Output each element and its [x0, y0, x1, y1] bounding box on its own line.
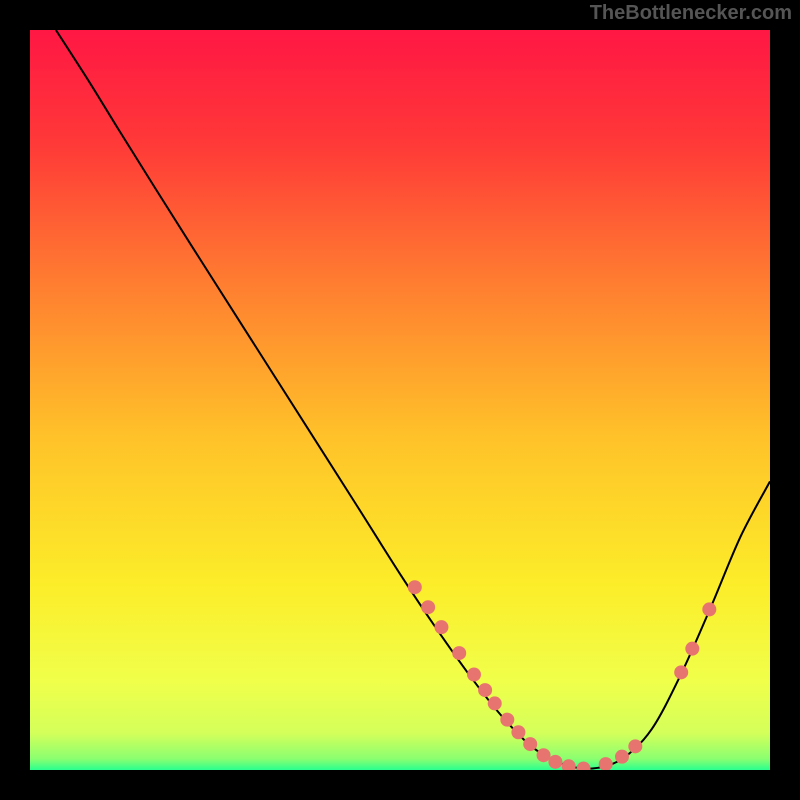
data-marker [548, 755, 562, 769]
data-marker [523, 737, 537, 751]
data-marker [599, 757, 613, 770]
data-marker [511, 725, 525, 739]
plot-area [30, 30, 770, 770]
data-marker [562, 759, 576, 770]
data-marker [467, 668, 481, 682]
data-marker [434, 620, 448, 634]
data-marker [674, 665, 688, 679]
data-marker [537, 748, 551, 762]
data-marker [615, 750, 629, 764]
data-marker [408, 580, 422, 594]
curve-overlay [30, 30, 770, 770]
data-marker [478, 683, 492, 697]
data-marker [685, 642, 699, 656]
data-markers [408, 580, 717, 770]
data-marker [577, 762, 591, 770]
data-marker [421, 600, 435, 614]
bottleneck-curve [56, 30, 770, 769]
data-marker [500, 713, 514, 727]
data-marker [452, 646, 466, 660]
data-marker [488, 696, 502, 710]
watermark-text: TheBottlenecker.com [590, 2, 792, 25]
data-marker [702, 602, 716, 616]
data-marker [628, 739, 642, 753]
